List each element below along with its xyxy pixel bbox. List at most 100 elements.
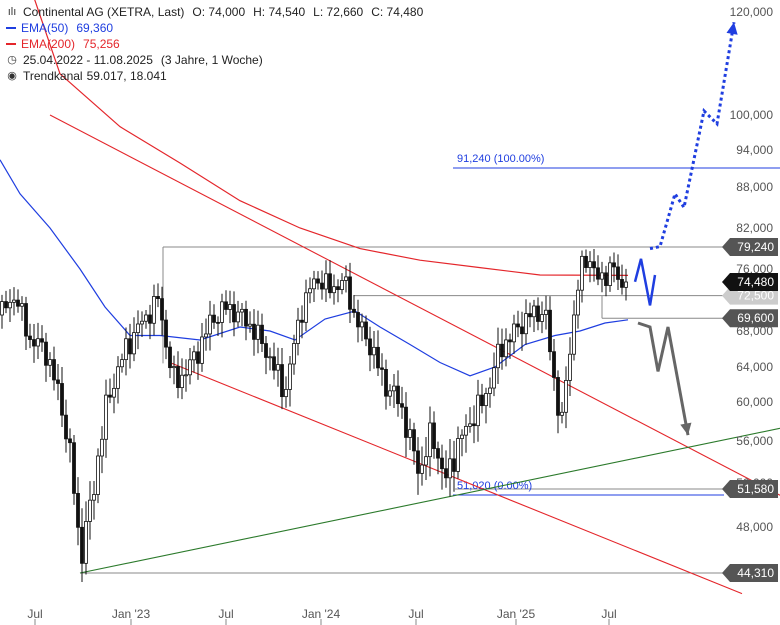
candle (388, 384, 392, 406)
candle (316, 271, 320, 290)
candle (320, 270, 324, 300)
candle (532, 299, 536, 333)
candle (172, 355, 176, 385)
candle (512, 314, 516, 354)
candle (476, 379, 480, 442)
candle (236, 300, 240, 328)
svg-text:74,480: 74,480 (737, 275, 774, 289)
price-tag: 74,480 (722, 273, 778, 291)
candle (252, 309, 256, 356)
candle (480, 383, 484, 414)
candle (96, 448, 100, 504)
candle (144, 310, 148, 329)
candle (428, 406, 432, 477)
candle (580, 250, 584, 303)
y-tick-label: 76,000 (736, 262, 773, 276)
candle (244, 300, 248, 341)
candle (524, 299, 528, 345)
candle (448, 439, 452, 497)
candle (360, 313, 364, 342)
y-tick-label: 68,000 (736, 324, 773, 338)
candle (260, 313, 264, 353)
price-tag: 44,310 (722, 564, 778, 582)
candle (484, 387, 488, 424)
candle (464, 414, 468, 453)
candle (288, 355, 292, 407)
svg-text:44,310: 44,310 (737, 566, 774, 580)
candle (124, 327, 128, 376)
candle (552, 338, 556, 391)
candle (564, 366, 568, 429)
axis-layer: 48,00052,00056,00060,00064,00068,00072,0… (27, 5, 778, 625)
candle (256, 310, 260, 354)
candle (276, 347, 280, 387)
candle (356, 299, 360, 343)
candle (456, 426, 460, 479)
candle (52, 346, 56, 391)
ema50-label: EMA(50) (21, 21, 69, 35)
candle (308, 277, 312, 304)
candle (572, 300, 576, 361)
price-tag: 79,240 (722, 238, 778, 256)
candle (32, 323, 36, 363)
candle (404, 392, 408, 458)
legend-channel-row: ◉ Trendkanal 59.017, 18.041 (6, 68, 423, 84)
candle (520, 311, 524, 351)
channel-upper-line (49, 114, 780, 496)
price-tag: 69,600 (722, 309, 778, 328)
y-tick-label: 94,000 (736, 143, 773, 157)
candle (148, 304, 152, 340)
candle (576, 279, 580, 329)
y-tick-label: 100,000 (730, 108, 774, 122)
candle (472, 405, 476, 444)
candle (324, 260, 328, 303)
ema50-value: 69,360 (76, 21, 114, 35)
candle (132, 317, 136, 362)
candle (300, 305, 304, 339)
candle (508, 333, 512, 359)
x-tick-label: Jul (27, 607, 42, 621)
x-tick-label: Jan '23 (112, 607, 151, 621)
candle (612, 252, 616, 283)
bear-scenario-path (637, 321, 690, 436)
candle (608, 256, 612, 292)
candle (20, 296, 24, 321)
candle (304, 279, 308, 332)
x-tick-label: Jul (601, 607, 616, 621)
candle (340, 273, 344, 295)
legend-range-row: ◷ 25.04.2022 - 11.08.2025 (3 Jahre, 1 Wo… (6, 52, 423, 68)
y-tick-label: 64,000 (736, 360, 773, 374)
candle (396, 370, 400, 417)
x-tick-label: Jan '25 (497, 607, 536, 621)
candle (600, 261, 604, 293)
svg-text:79,240: 79,240 (737, 240, 774, 254)
y-tick-label: 48,000 (736, 520, 773, 534)
x-tick-label: Jul (408, 607, 423, 621)
candle (56, 363, 60, 401)
candle (540, 301, 544, 334)
candle (168, 341, 172, 379)
ema200-line (34, 0, 629, 276)
candle (452, 440, 456, 492)
legend-ema50-row: EMA(50) 69,360 (6, 20, 423, 36)
ema200-value: 75,256 (83, 37, 120, 51)
candle (264, 335, 268, 375)
candle (364, 315, 368, 347)
candle (492, 352, 496, 397)
candle (272, 342, 276, 380)
candle (248, 311, 252, 333)
candle (344, 265, 348, 293)
candle (592, 249, 596, 282)
candle (336, 279, 340, 303)
candle (332, 274, 336, 305)
candle (224, 290, 228, 315)
candle (48, 352, 52, 377)
candle (548, 296, 552, 361)
candle (232, 291, 236, 337)
candle (100, 426, 104, 474)
price-tag-partial: 72,500 (722, 286, 778, 305)
candle (392, 374, 396, 409)
candle (36, 322, 40, 360)
candle (28, 323, 32, 349)
legend-title: Continental AG (XETRA, Last) (23, 5, 185, 19)
